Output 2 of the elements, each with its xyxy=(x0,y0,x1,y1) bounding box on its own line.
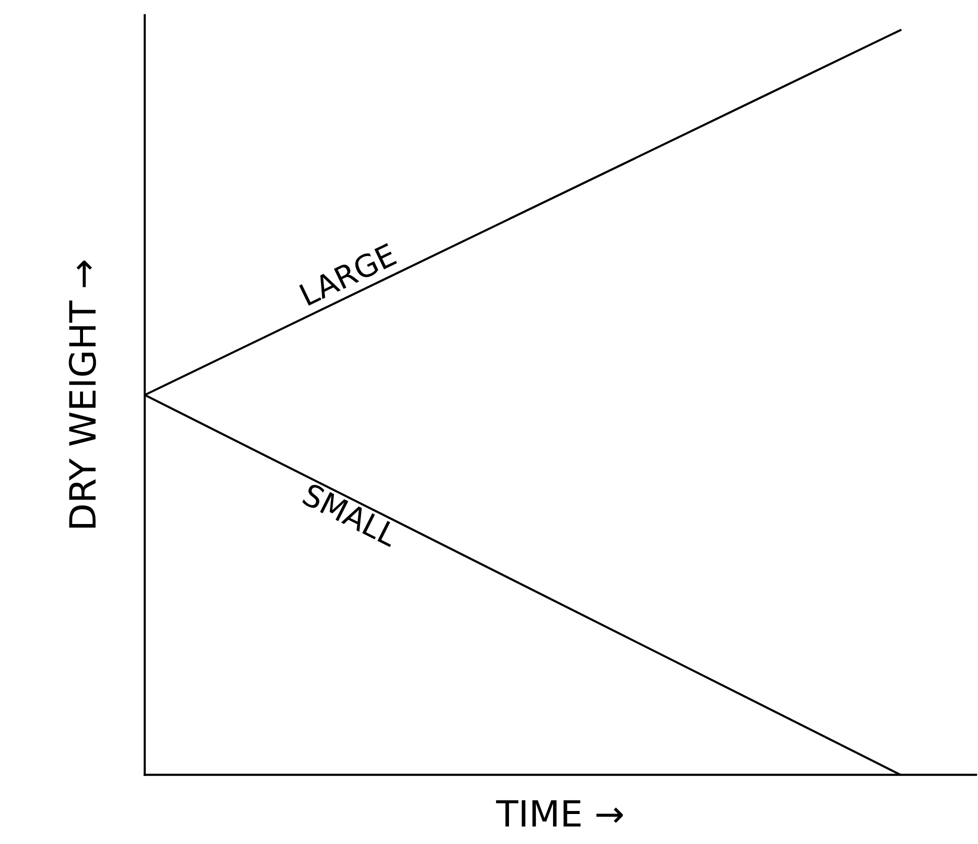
y-axis-title: DRY WEIGHT → xyxy=(68,260,96,528)
x-axis-title: TIME → xyxy=(496,800,623,827)
